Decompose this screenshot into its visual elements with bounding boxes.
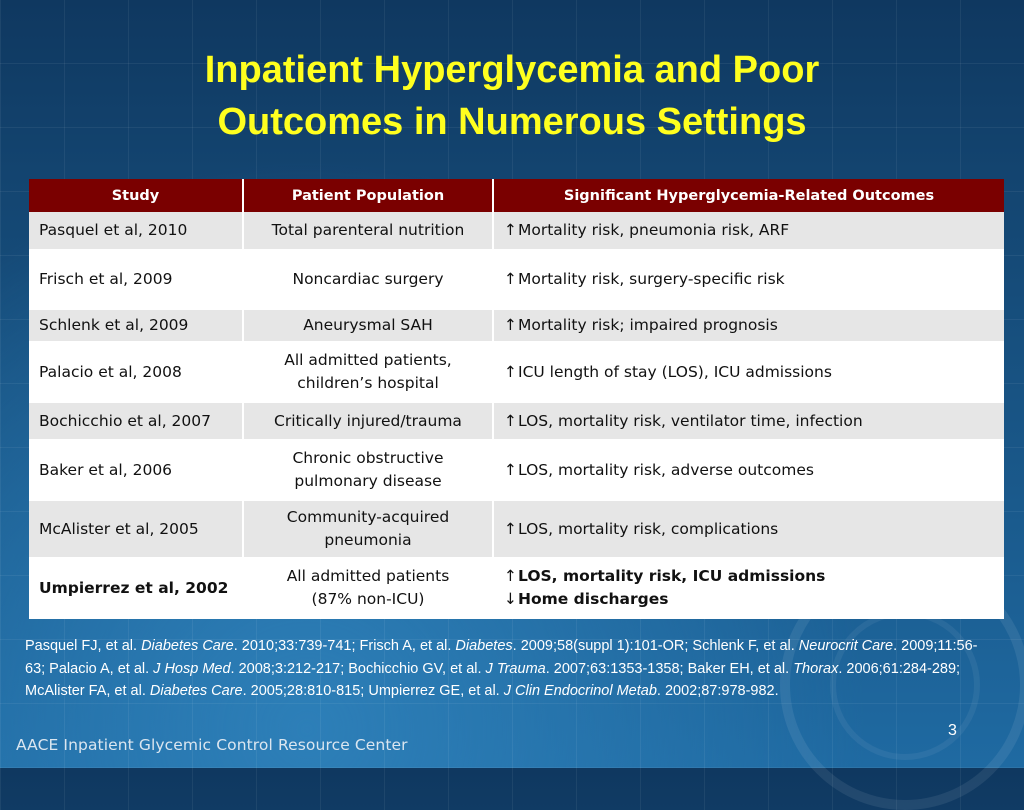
study-cell: Frisch et al, 2009 xyxy=(29,250,244,310)
table-row: McAlister et al, 2005 Community-acquired p… xyxy=(29,500,1004,559)
population-line-1: Chronic obstructive xyxy=(292,449,444,467)
study-cell: Bochicchio et al, 2007 xyxy=(29,402,244,441)
header-outcomes: Significant Hyperglycemia-Related Outcom… xyxy=(493,179,1004,212)
population-line-1: Total parenteral nutrition xyxy=(271,221,465,239)
population-cell: Aneurysmal SAH xyxy=(243,309,494,343)
journal-name: Diabetes Care xyxy=(149,683,243,699)
outcome-line-1: ↑LOS, mortality risk, ICU admissions xyxy=(504,565,994,588)
study-cell: Palacio et al, 2008 xyxy=(29,342,244,403)
reference-text: . 2010;33:739-741; Frisch A, et al. xyxy=(233,638,456,654)
outcome-cell: ↑LOS, mortality risk, ventilator time, i… xyxy=(493,402,1004,441)
outcome-cell: ↑Mortality risk; impaired prognosis xyxy=(493,309,1004,343)
journal-name: Diabetes Care xyxy=(141,638,234,654)
outcome-text: LOS, mortality risk, ICU admissions xyxy=(518,567,826,585)
header-study: Study xyxy=(29,179,244,212)
reference-text: . 2008;3:212-217; Bochicchio GV, et al. xyxy=(230,660,486,677)
header-population: Patient Population xyxy=(243,179,494,212)
table-row: Frisch et al, 2009 Noncardiac surgery ↑Mor… xyxy=(29,250,1004,310)
outcome-cell: ↑Mortality risk, surgery-specific risk xyxy=(493,250,1004,310)
reference-text: . 2007;63:1353-1358; Baker EH, et al. xyxy=(545,660,794,677)
footer-text: AACE Inpatient Glycemic Control Resource… xyxy=(16,736,408,754)
outcome-cell: ↑LOS, mortality risk, complications xyxy=(493,500,1004,559)
population-line-1: All admitted patients, xyxy=(284,351,452,369)
up-arrow-icon: ↑ xyxy=(504,316,517,334)
population-line-1: All admitted patients xyxy=(286,567,450,585)
up-arrow-icon: ↑ xyxy=(504,362,517,381)
down-arrow-icon: ↓ xyxy=(504,590,517,608)
population-cell: Total parenteral nutrition xyxy=(243,212,494,251)
population-line-1: Community-acquired xyxy=(286,508,450,526)
outcome-text: LOS, mortality risk, ventilator time, in… xyxy=(518,411,863,430)
outcome-cell: ↑LOS, mortality risk, adverse outcomes xyxy=(493,440,1004,501)
reference-text: . 2005;28:810-815; Umpierrez GE, et al. xyxy=(242,683,504,699)
population-cell: Noncardiac surgery xyxy=(243,250,494,310)
population-line-2: pneumonia xyxy=(324,531,412,549)
outcome-text: LOS, mortality risk, complications xyxy=(518,519,779,538)
table-row: Umpierrez et al, 2002 All admitted patien… xyxy=(29,558,1004,619)
study-cell: McAlister et al, 2005 xyxy=(29,500,244,559)
population-line-1: Noncardiac surgery xyxy=(292,270,444,288)
outcome-text-2: Home discharges xyxy=(518,590,669,608)
references: Pasquel FJ, et al. Diabetes Care. 2010;3… xyxy=(25,635,985,703)
title-line-1: Inpatient Hyperglycemia and Poor xyxy=(204,49,820,91)
population-cell: Critically injured/trauma xyxy=(243,402,494,441)
page-number: 3 xyxy=(948,722,957,739)
journal-name: J Trauma xyxy=(485,660,546,677)
outcome-line-1: ↑Mortality risk; impaired prognosis xyxy=(504,314,994,337)
outcome-line-2: ↓Home discharges xyxy=(504,588,994,611)
outcome-cell: ↑ICU length of stay (LOS), ICU admission… xyxy=(493,342,1004,403)
reference-text: . 2009;58(suppl 1):101-OR; Schlenk F, et… xyxy=(512,638,799,654)
outcome-line-1: ↑ICU length of stay (LOS), ICU admission… xyxy=(504,361,994,384)
outcome-line-1: ↑LOS, mortality risk, adverse outcomes xyxy=(504,459,994,482)
journal-name: J Hosp Med xyxy=(153,660,231,677)
reference-text: . 2006;61:284-289; McAlister FA, et al. xyxy=(25,660,961,700)
outcome-text: Mortality risk; impaired prognosis xyxy=(518,316,778,334)
outcome-line-1: ↑LOS, mortality risk, ventilator time, i… xyxy=(504,410,994,433)
study-cell: Pasquel et al, 2010 xyxy=(29,212,244,251)
population-line-1: Critically injured/trauma xyxy=(274,411,462,430)
table-header-row: Study Patient Population Significant Hyp… xyxy=(29,179,1004,212)
title-line-2: Outcomes in Numerous Settings xyxy=(217,101,807,143)
outcome-text: LOS, mortality risk, adverse outcomes xyxy=(518,460,814,479)
up-arrow-icon: ↑ xyxy=(504,411,517,430)
up-arrow-icon: ↑ xyxy=(504,460,517,479)
outcome-text: Mortality risk, pneumonia risk, ARF xyxy=(518,221,790,239)
reference-text: . 2002;87:978-982. xyxy=(656,683,779,699)
population-cell: Community-acquired pneumonia xyxy=(243,500,494,559)
journal-name: Neurocrit Care xyxy=(798,638,894,654)
table-row: Pasquel et al, 2010 Total parenteral nutr… xyxy=(29,212,1004,251)
journal-name: Diabetes xyxy=(455,638,513,654)
up-arrow-icon: ↑ xyxy=(504,567,517,585)
up-arrow-icon: ↑ xyxy=(504,221,517,239)
table-row: Bochicchio et al, 2007 Critically injured… xyxy=(29,402,1004,441)
population-line-1: Aneurysmal SAH xyxy=(303,316,433,334)
journal-name: Thorax xyxy=(793,660,839,677)
up-arrow-icon: ↑ xyxy=(504,270,517,288)
population-line-2: children’s hospital xyxy=(297,374,439,392)
population-line-2: pulmonary disease xyxy=(294,472,442,490)
study-cell: Schlenk et al, 2009 xyxy=(29,309,244,343)
study-cell: Umpierrez et al, 2002 xyxy=(29,558,244,619)
outcome-cell: ↑LOS, mortality risk, ICU admissions ↓Hom… xyxy=(493,558,1004,619)
journal-name: J Clin Endocrinol Metab xyxy=(503,683,657,699)
outcome-line-1: ↑Mortality risk, surgery-specific risk xyxy=(504,268,994,291)
outcome-text: Mortality risk, surgery-specific risk xyxy=(518,270,785,288)
outcome-cell: ↑Mortality risk, pneumonia risk, ARF xyxy=(493,212,1004,251)
table-row: Schlenk et al, 2009 Aneurysmal SAH ↑Mortal… xyxy=(29,309,1004,343)
table-row: Palacio et al, 2008 All admitted patients… xyxy=(29,342,1004,403)
studies-table: Study Patient Population Significant Hyp… xyxy=(29,179,1004,619)
outcome-text: ICU length of stay (LOS), ICU admissions xyxy=(518,362,832,381)
population-cell: All admitted patients (87% non-ICU) xyxy=(243,558,494,619)
population-line-2: (87% non-ICU) xyxy=(311,590,425,608)
study-cell: Baker et al, 2006 xyxy=(29,440,244,501)
reference-text: . 2009;11:56-63; Palacio A, et al. xyxy=(25,638,978,677)
outcome-line-1: ↑Mortality risk, pneumonia risk, ARF xyxy=(504,219,994,242)
slide-title: Inpatient Hyperglycemia and Poor Outcome… xyxy=(60,44,964,148)
population-cell: Chronic obstructive pulmonary disease xyxy=(243,440,494,501)
population-cell: All admitted patients, children’s hospita… xyxy=(243,342,494,403)
up-arrow-icon: ↑ xyxy=(504,519,517,538)
outcome-line-1: ↑LOS, mortality risk, complications xyxy=(504,518,994,541)
table-row: Baker et al, 2006 Chronic obstructive pulm… xyxy=(29,440,1004,501)
reference-text: Pasquel FJ, et al. xyxy=(25,638,142,654)
